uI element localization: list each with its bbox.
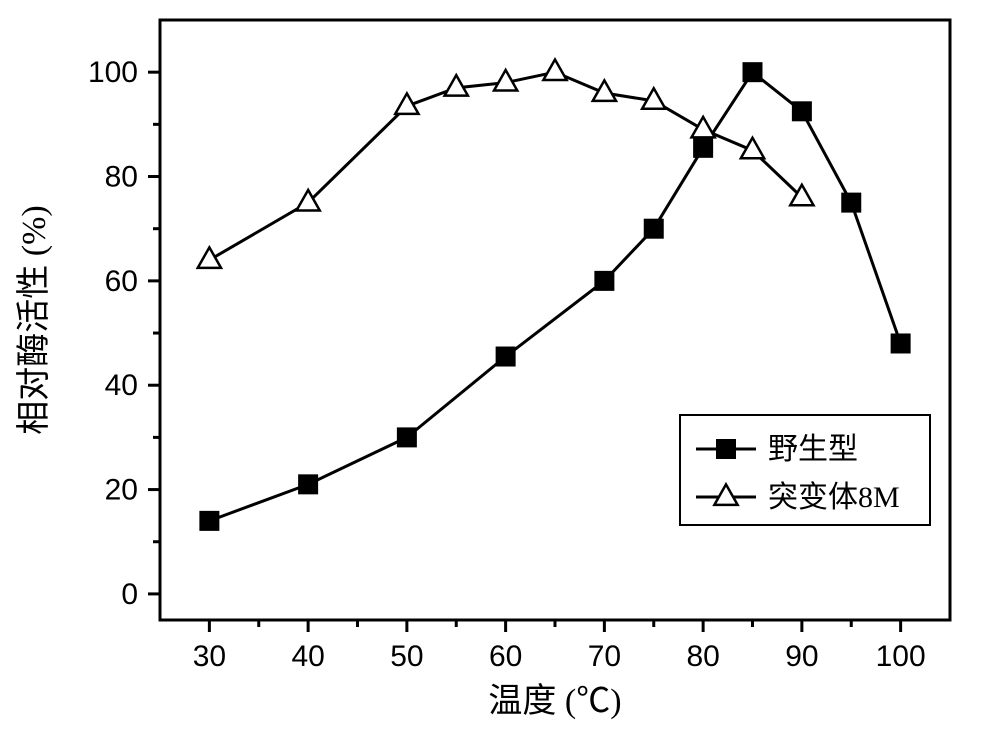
- x-tick-label: 90: [785, 640, 818, 673]
- series-mutant-8m: [198, 60, 814, 268]
- x-tick-label: 50: [390, 640, 423, 673]
- marker-wild-type: [298, 474, 318, 494]
- legend-label-wild-type: 野生型: [768, 433, 858, 466]
- marker-wild-type: [792, 101, 812, 121]
- marker-mutant-8m: [691, 117, 714, 137]
- x-tick-label: 60: [489, 640, 522, 673]
- marker-wild-type: [199, 511, 219, 531]
- y-tick-label: 40: [105, 369, 138, 402]
- y-axis-label: 相对酶活性 (%): [15, 205, 53, 434]
- x-tick-label: 100: [876, 640, 926, 673]
- marker-mutant-8m: [198, 247, 221, 267]
- y-tick-label: 0: [121, 578, 138, 611]
- marker-wild-type: [594, 271, 614, 291]
- x-tick-label: 40: [291, 640, 324, 673]
- marker-wild-type: [891, 333, 911, 353]
- marker-wild-type: [496, 347, 516, 367]
- marker-wild-type: [397, 427, 417, 447]
- marker-wild-type: [644, 219, 664, 239]
- x-axis-label: 温度 (℃): [488, 682, 621, 720]
- series-line-mutant-8m: [209, 72, 802, 260]
- marker-wild-type: [693, 138, 713, 158]
- chart-container: 30 40 50 60 70 80 90 100 0 20 40 60 80 100 温度 (℃) 相对酶活性…: [0, 0, 1000, 740]
- legend-label-mutant-8m: 突变体8M: [768, 481, 900, 514]
- x-tick-label: 70: [588, 640, 621, 673]
- y-tick-label: 80: [105, 161, 138, 194]
- marker-wild-type: [841, 193, 861, 213]
- x-tick-label: 30: [193, 640, 226, 673]
- y-tick-label: 100: [88, 56, 138, 89]
- y-tick-label: 20: [105, 474, 138, 507]
- legend-marker-wild-type: [716, 439, 736, 459]
- marker-mutant-8m: [543, 60, 566, 80]
- legend: 野生型突变体8M: [680, 415, 930, 525]
- chart-svg: 30 40 50 60 70 80 90 100 0 20 40 60 80 100 温度 (℃) 相对酶活性…: [0, 0, 1000, 740]
- y-tick-label: 60: [105, 265, 138, 298]
- x-tick-label: 80: [686, 640, 719, 673]
- marker-wild-type: [743, 62, 763, 82]
- marker-mutant-8m: [445, 75, 468, 95]
